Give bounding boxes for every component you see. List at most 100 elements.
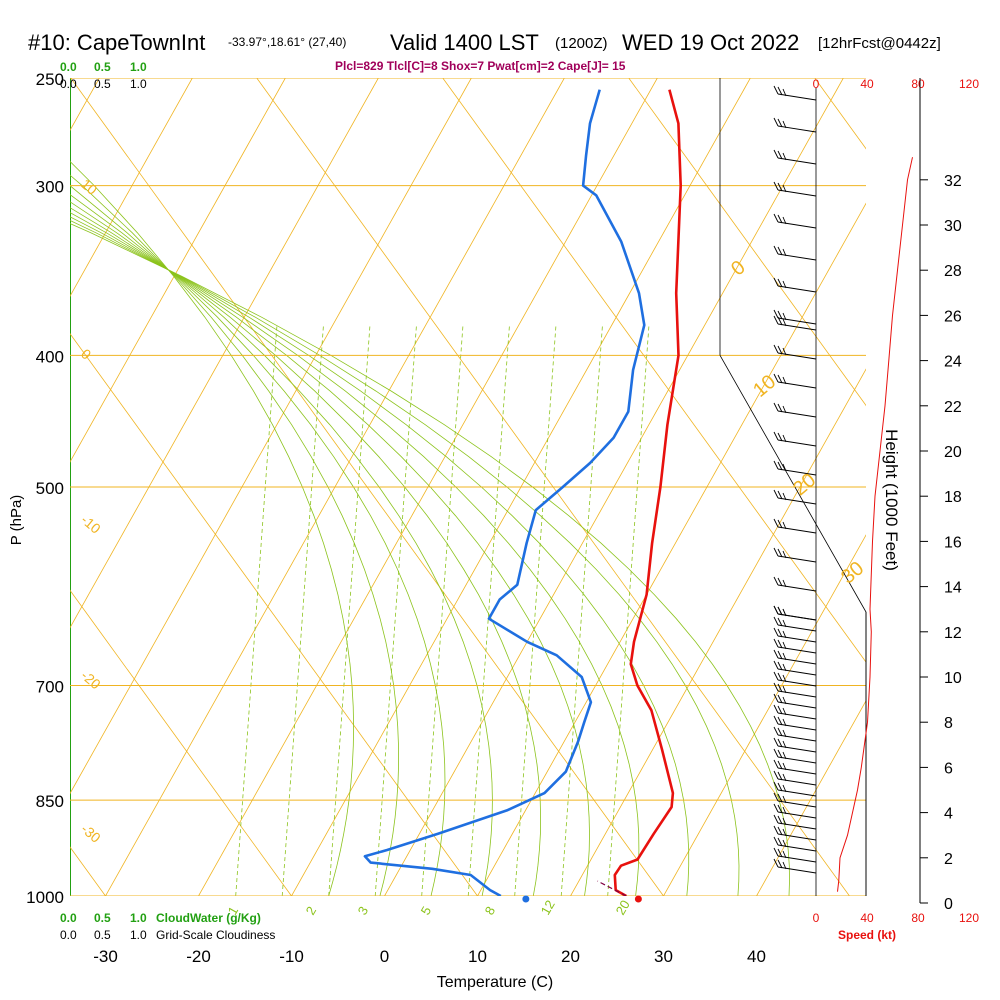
mixing-ratio-4	[421, 325, 464, 896]
mixing-ratio-3	[374, 325, 417, 896]
station-title: #10: CapeTownInt	[28, 30, 205, 55]
height-tick-label-15: 30	[944, 218, 962, 235]
x-tick-7: 40	[747, 947, 766, 966]
isotherm-label-0: 0	[727, 256, 750, 280]
wind-barb-38	[773, 814, 817, 830]
moist-adiabat-label-1: 2	[303, 904, 320, 918]
pressure-label-3: 500	[36, 479, 64, 498]
valid-time: Valid 1400 LST	[390, 30, 539, 55]
x-tick-1: -20	[186, 947, 211, 966]
top-cloudiness-0: 0.0	[60, 77, 77, 91]
valid-date: WED 19 Oct 2022	[622, 30, 799, 55]
height-tick-label-5: 10	[944, 670, 962, 687]
stability-indices: Plcl=829 Tlcl[C]=8 Shox=7 Pwat[cm]=2 Cap…	[335, 59, 626, 73]
x-tick-4: 10	[468, 947, 487, 966]
moist-adiabat-9	[70, 223, 790, 896]
panel-boundary	[719, 355, 867, 896]
wind-barb-35	[773, 781, 817, 797]
bottom-cloudiness-2: 1.0	[130, 928, 147, 942]
wind-barb-41	[773, 847, 817, 863]
x-tick-2: -10	[279, 947, 304, 966]
speed-tick-bottom-2: 80	[911, 911, 925, 925]
wind-barb-18	[773, 605, 817, 621]
wind-barb-14	[773, 489, 817, 505]
speed-tick-top-3: 120	[959, 77, 979, 91]
top-cloudwater-1: 0.5	[94, 60, 111, 74]
bottom-cloudwater-2: 1.0	[130, 911, 147, 925]
mixing-ratio-5	[467, 325, 510, 896]
temperature-trace	[613, 89, 683, 896]
wind-barb-13	[773, 460, 817, 476]
moist-adiabat-0	[70, 160, 355, 896]
utc-time: (1200Z)	[555, 35, 608, 52]
x-tick-6: 30	[654, 947, 673, 966]
bottom-cloudiness-label: Grid-Scale Cloudiness	[156, 928, 275, 942]
dry-adiabat-label-2: -10	[78, 511, 104, 536]
isotherm-4	[70, 78, 286, 463]
wind-barb-8	[773, 315, 817, 331]
wind-barb-5	[773, 245, 817, 261]
bottom-cloudwater-1: 0.5	[94, 911, 111, 925]
moist-adiabat-1	[70, 174, 400, 896]
forecast-info: [12hrFcst@0442z]	[818, 35, 941, 52]
wind-barb-37	[773, 803, 817, 819]
dry-adiabat-5	[442, 78, 866, 663]
moist-adiabat-2	[70, 185, 446, 896]
dry-adiabat-1	[70, 589, 292, 896]
dewpoint-trace	[363, 89, 646, 896]
height-tick-label-3: 6	[944, 760, 953, 777]
wind-barb-3	[773, 181, 817, 197]
isotherm-1	[0, 78, 6, 896]
wind-barb-33	[773, 759, 817, 775]
height-tick-label-8: 16	[944, 534, 962, 551]
height-tick-label-7: 14	[944, 580, 962, 597]
isotherm-13	[663, 534, 866, 896]
parcel-trace	[597, 880, 627, 896]
pressure-label-0: 250	[36, 70, 64, 89]
speed-tick-top-0: 0	[813, 77, 820, 91]
top-cloudwater-0: 0.0	[60, 60, 77, 74]
bottom-cloudiness-1: 0.5	[94, 928, 111, 942]
wind-barb-2	[773, 149, 817, 165]
speed-tick-top-1: 40	[860, 77, 874, 91]
wind-barb-25	[773, 671, 817, 687]
height-tick-label-12: 24	[944, 354, 962, 371]
x-tick-3: 0	[380, 947, 389, 966]
height-tick-label-16: 32	[944, 173, 962, 190]
pressure-label-5: 850	[36, 792, 64, 811]
wind-barb-34	[773, 770, 817, 786]
wind-barb-16	[773, 547, 817, 563]
dry-adiabat-7	[814, 78, 866, 150]
sounding-traces	[363, 89, 683, 896]
dry-adiabat-0	[70, 846, 106, 896]
x-tick-5: 20	[561, 947, 580, 966]
x-tick-0: -30	[93, 947, 118, 966]
wind-barb-12	[773, 431, 817, 447]
moist-adiabat-7	[70, 216, 690, 896]
bottom-cloudwater-label: CloudWater (g/Kg)	[156, 911, 261, 925]
wind-barb-24	[773, 660, 817, 676]
wind-barb-31	[773, 737, 817, 753]
speed-axis-label: Speed (kt)	[838, 928, 896, 942]
top-cloudiness-2: 1.0	[130, 77, 147, 91]
wind-barb-10	[773, 373, 817, 389]
mixing-ratio-1	[281, 325, 324, 896]
wind-barb-0	[773, 85, 817, 101]
top-cloudiness-1: 0.5	[94, 77, 111, 91]
bottom-cloudwater-0: 0.0	[60, 911, 77, 925]
pressure-label-2: 400	[36, 347, 64, 366]
wind-barb-11	[773, 402, 817, 418]
height-tick-label-6: 12	[944, 625, 962, 642]
wind-panel: 0040408080120120024681012141618202224262…	[719, 77, 979, 925]
height-tick-label-0: 0	[944, 896, 953, 913]
wind-barb-28	[773, 704, 817, 720]
isotherm-label-3: 30	[837, 557, 868, 588]
mixing-ratio-6	[514, 325, 557, 896]
wind-barb-15	[773, 518, 817, 534]
pressure-label-1: 300	[36, 178, 64, 197]
moist-adiabat-5	[70, 207, 590, 896]
wind-barb-19	[773, 605, 817, 621]
isotherm-label-2: 20	[789, 469, 820, 500]
height-tick-label-1: 2	[944, 851, 953, 868]
